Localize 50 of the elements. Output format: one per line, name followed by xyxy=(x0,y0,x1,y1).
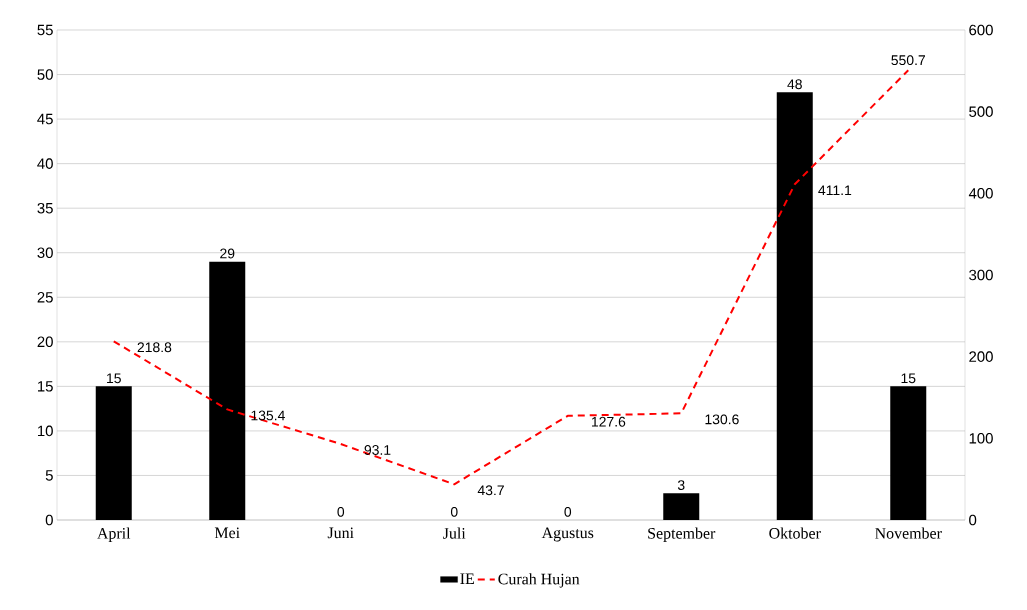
data-label: 29 xyxy=(220,248,235,259)
data-label: 411.1 xyxy=(818,185,852,196)
data-label: 15 xyxy=(107,373,121,384)
x-tick-label: Mei xyxy=(214,527,240,539)
y-tick-label: 35 xyxy=(37,202,53,214)
x-tick-label: Juni xyxy=(327,527,354,539)
y-tick-label: 55 xyxy=(37,24,53,36)
data-label: 218.8 xyxy=(137,342,172,353)
data-label: 93.1 xyxy=(364,445,391,455)
bar xyxy=(663,493,700,520)
bar xyxy=(890,386,927,520)
x-tick-label: April xyxy=(97,527,131,542)
x-tick-label: Juli xyxy=(443,527,466,539)
data-label: 130.6 xyxy=(705,414,739,425)
data-label: 550.7 xyxy=(891,55,926,66)
data-label: 48 xyxy=(787,79,802,90)
y-tick-label: 5 xyxy=(45,470,53,481)
y2-tick-label: 500 xyxy=(969,106,993,117)
data-label: 43.7 xyxy=(477,485,504,496)
y2-tick-label: 0 xyxy=(969,514,977,526)
legend-label: IE xyxy=(460,573,474,584)
x-tick-label: Agustus xyxy=(541,527,594,542)
y2-tick-label: 200 xyxy=(969,351,993,362)
data-label: 0 xyxy=(337,506,345,517)
y2-tick-label: 400 xyxy=(968,188,993,199)
x-tick-label: Oktober xyxy=(769,527,821,539)
data-label: 127.6 xyxy=(592,416,626,427)
y2-tick-label: 100 xyxy=(969,433,993,444)
bar xyxy=(95,386,132,520)
y-tick-label: 45 xyxy=(37,113,53,125)
bar xyxy=(776,92,813,520)
y-tick-label: 50 xyxy=(37,69,53,80)
bar xyxy=(209,261,246,520)
x-tick-label: September xyxy=(648,527,716,542)
data-label: 3 xyxy=(677,480,685,491)
y-tick-label: 25 xyxy=(37,291,53,303)
y-tick-label: 20 xyxy=(37,336,53,348)
y-tick-label: 10 xyxy=(38,425,53,437)
data-label: 15 xyxy=(901,373,916,384)
y-tick-label: 30 xyxy=(37,247,53,259)
data-label: 0 xyxy=(450,506,458,517)
y2-tick-label: 600 xyxy=(969,24,993,36)
data-label: 135.4 xyxy=(251,410,285,421)
y-tick-label: 0 xyxy=(45,514,53,526)
y2-tick-label: 300 xyxy=(969,269,993,281)
data-label: 0 xyxy=(564,506,572,517)
x-tick-label: November xyxy=(875,527,942,539)
legend-label: Curah Hujan xyxy=(498,573,580,588)
y-tick-label: 15 xyxy=(38,381,53,392)
y-tick-label: 40 xyxy=(37,158,53,169)
